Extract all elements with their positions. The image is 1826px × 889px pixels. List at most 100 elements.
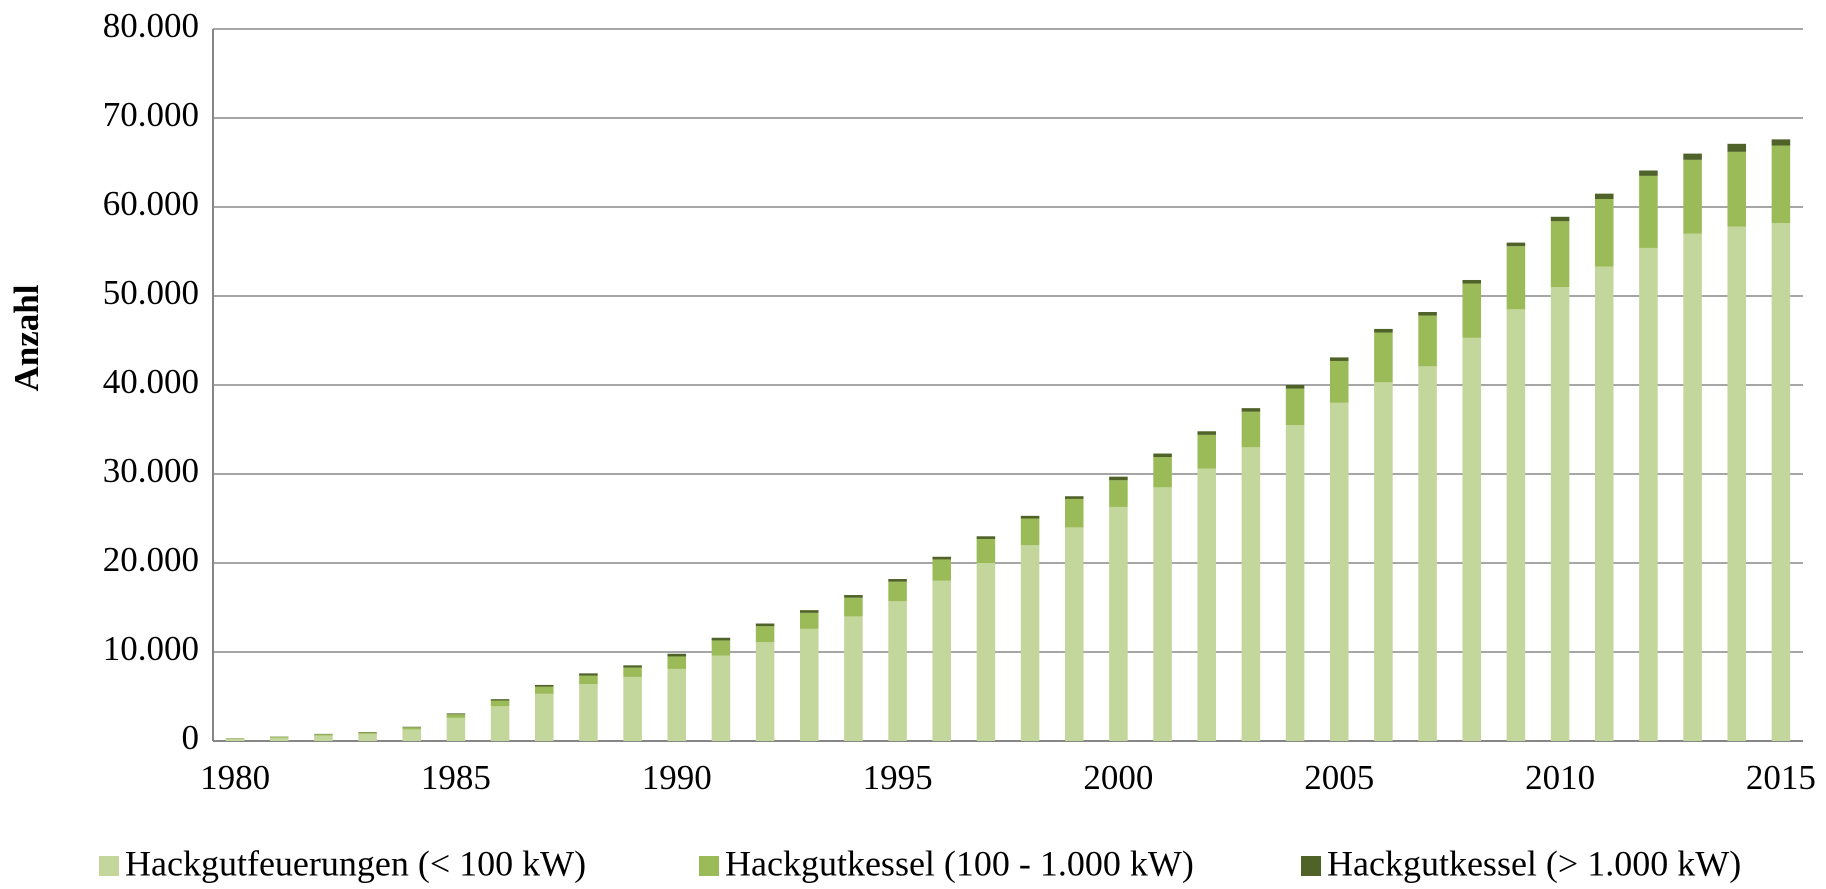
bar-segment <box>1241 411 1261 448</box>
bar-segment <box>1153 453 1172 458</box>
bar-segment <box>976 536 996 539</box>
bar-segment <box>1594 193 1614 199</box>
bar-segment <box>1020 518 1040 546</box>
legend-swatch <box>1301 856 1321 876</box>
bar-segment <box>1550 221 1570 288</box>
bar-segment <box>1418 366 1437 741</box>
bar-segment <box>490 699 510 701</box>
bar-segment <box>1285 388 1305 426</box>
bar-segment <box>1197 431 1217 435</box>
bar-segment <box>888 601 907 741</box>
bar-segment <box>225 738 245 740</box>
legend-swatch <box>699 856 719 876</box>
bar-segment <box>623 667 642 677</box>
bar-segment <box>667 656 687 669</box>
bar-segment <box>844 616 863 741</box>
bar-segment <box>1594 266 1614 741</box>
bar-segment <box>446 713 466 715</box>
bar-segment <box>755 623 775 627</box>
bar-segment <box>1639 247 1658 741</box>
bar-segment <box>1374 332 1393 383</box>
bar-segment <box>1683 153 1702 160</box>
bar-segment <box>358 733 377 741</box>
bar-segment <box>1109 476 1128 481</box>
bar-segment <box>1683 233 1702 741</box>
bar-segment <box>269 736 289 738</box>
x-tick-label: 1980 <box>200 758 270 797</box>
bar-segment <box>1462 337 1482 741</box>
bar-segment <box>1550 287 1570 741</box>
x-tick-label: 1985 <box>421 758 491 797</box>
bar-segment <box>1506 309 1526 741</box>
bar-segment <box>1109 480 1128 507</box>
bar-segment <box>1639 170 1658 176</box>
bar-segment <box>799 610 819 613</box>
bar-segment <box>755 642 775 741</box>
bar-segment <box>1329 357 1349 361</box>
bar-segment <box>490 706 510 741</box>
bar-segment <box>711 640 731 656</box>
bar-segment <box>579 684 598 741</box>
y-tick-label: 40.000 <box>103 362 199 401</box>
bar-segment <box>711 637 731 641</box>
bar-segment <box>1727 226 1747 741</box>
legend-swatch <box>99 856 119 876</box>
bar-segment <box>888 579 907 582</box>
bar-segment <box>711 655 731 741</box>
bar-segment <box>623 665 642 668</box>
bar-segment <box>1064 527 1084 741</box>
bar-segment <box>1329 402 1349 741</box>
bar-segment <box>579 673 598 676</box>
bar-segment <box>225 739 245 741</box>
bar-segment <box>1594 198 1614 267</box>
bar-segment <box>314 734 333 736</box>
y-tick-label: 50.000 <box>103 273 199 312</box>
bar-segment <box>1683 159 1702 234</box>
y-tick-label: 80.000 <box>103 6 199 45</box>
bar-segment <box>844 597 863 617</box>
x-tick-label: 2005 <box>1304 758 1374 797</box>
bar-segment <box>1374 328 1393 333</box>
bar-segment <box>623 676 642 741</box>
bar-segment <box>1771 223 1791 741</box>
bar-segment <box>579 675 598 685</box>
legend-label: Hackgutkessel (100 - 1.000 kW) <box>725 843 1194 883</box>
bar-segment <box>1109 506 1128 741</box>
bar-segment <box>490 700 510 707</box>
bar-segment <box>1771 145 1791 224</box>
bar-segment <box>1285 385 1305 389</box>
bar-segment <box>1153 457 1172 488</box>
x-tick-label: 2010 <box>1525 758 1595 797</box>
bar-segment <box>844 595 863 598</box>
bar-segment <box>402 729 422 741</box>
bar-segment <box>1418 315 1437 367</box>
bar-segment <box>1727 143 1747 152</box>
bar-segment <box>932 580 952 741</box>
x-tick-label: 2015 <box>1746 758 1816 797</box>
y-tick-label: 20.000 <box>103 540 199 579</box>
y-tick-label: 10.000 <box>103 629 199 668</box>
bar-segment <box>1506 242 1526 247</box>
x-tick-label: 1995 <box>863 758 933 797</box>
bar-segment <box>667 668 687 741</box>
bar-segment <box>976 538 996 563</box>
x-tick-label: 2000 <box>1083 758 1153 797</box>
bar-segment <box>667 653 687 657</box>
bar-segment <box>1462 279 1482 284</box>
bar-segment <box>1064 496 1084 499</box>
bar-segment <box>1506 246 1526 310</box>
bar-segment <box>314 735 333 741</box>
bar-segment <box>1197 434 1217 469</box>
bar-segment <box>799 628 819 741</box>
bar-segment <box>1064 498 1084 528</box>
bar-segment <box>534 686 554 694</box>
bar-segment <box>402 726 422 728</box>
bar-segment <box>1374 382 1393 741</box>
bar-segment <box>1197 468 1217 741</box>
y-tick-label: 70.000 <box>103 95 199 134</box>
bar-segment <box>1241 408 1261 412</box>
bar-segment <box>358 732 377 734</box>
y-tick-label: 60.000 <box>103 184 199 223</box>
bar-segment <box>534 684 554 687</box>
